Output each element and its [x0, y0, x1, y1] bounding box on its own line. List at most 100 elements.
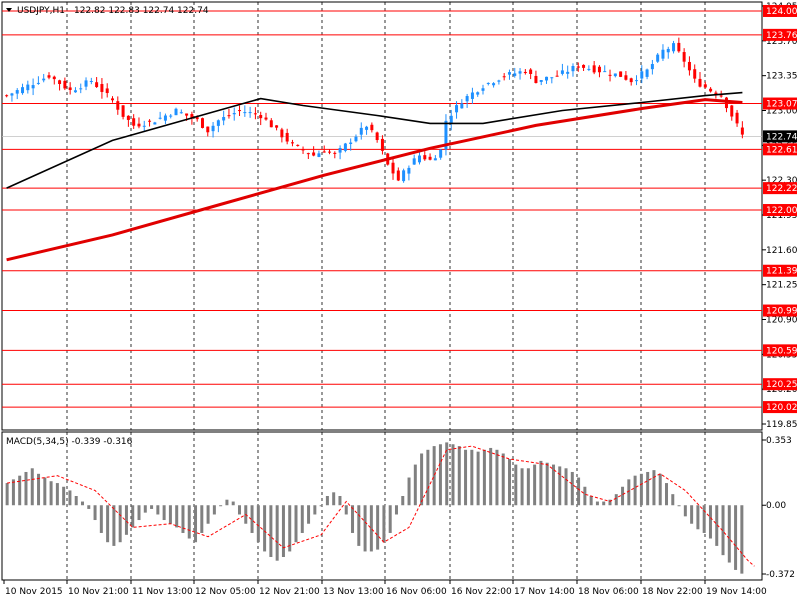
y-tick-label: 123.35	[766, 72, 798, 82]
candle-body	[269, 120, 273, 128]
macd-histogram-bar	[18, 475, 22, 506]
macd-histogram-bar	[30, 468, 34, 506]
candle-body	[5, 95, 9, 97]
candle-body	[391, 162, 395, 174]
candle-body	[730, 105, 734, 117]
macd-histogram-bar	[545, 462, 549, 506]
candle-body	[582, 64, 586, 68]
macd-histogram-bar	[24, 471, 28, 506]
level-tag	[763, 401, 797, 414]
macd-histogram-bar	[432, 446, 436, 506]
candle-body	[523, 71, 527, 74]
macd-histogram-bar	[489, 447, 493, 506]
macd-histogram-bar	[633, 475, 637, 506]
candle-body	[227, 115, 231, 117]
macd-y-tick-label: 0.00	[766, 501, 786, 511]
macd-histogram-bar	[55, 483, 59, 506]
candle-body	[84, 80, 88, 87]
candle-body	[465, 96, 469, 102]
macd-y-tick-label: 0.353	[766, 436, 792, 446]
candle-body	[428, 156, 432, 160]
candle-body	[132, 118, 136, 126]
macd-histogram-bar	[388, 505, 392, 533]
macd-histogram-bar	[200, 505, 204, 533]
macd-histogram-bar	[124, 505, 128, 535]
macd-histogram-bar	[68, 490, 72, 506]
macd-histogram-bar	[313, 505, 317, 515]
candle-body	[375, 132, 379, 141]
candle-body	[31, 85, 35, 89]
level-tag-label: 121.39	[766, 267, 798, 277]
current-price-tag	[763, 130, 797, 143]
macd-histogram-bar	[551, 464, 555, 506]
macd-histogram-bar	[533, 464, 537, 506]
candle-body	[36, 82, 40, 84]
macd-histogram-bar	[420, 453, 424, 506]
macd-histogram-bar	[332, 492, 336, 506]
macd-histogram-bar	[363, 505, 367, 552]
vertical-grid	[66, 2, 706, 580]
candle-body	[656, 54, 660, 62]
macd-histogram-bar	[307, 505, 311, 524]
candle-body	[529, 69, 533, 74]
x-tick-label: 12 Nov 05:00	[195, 587, 256, 597]
y-tick-label: 120.90	[766, 316, 798, 326]
macd-histogram-bar	[80, 501, 84, 506]
macd-histogram-bar	[106, 505, 110, 543]
candle-body	[296, 144, 300, 146]
candle-body	[714, 92, 718, 96]
macd-histogram-bar	[37, 473, 41, 506]
candle-body	[285, 132, 289, 142]
level-tag-label: 122.00	[766, 206, 798, 216]
macd-histogram-bar	[382, 505, 386, 543]
level-tag-label: 124.00	[766, 7, 798, 17]
candle-body	[216, 120, 220, 126]
candle-body	[666, 48, 670, 53]
macd-histogram-bar	[206, 505, 210, 524]
macd-histogram-bar	[734, 505, 738, 570]
candle-body	[338, 147, 342, 153]
candle-body	[439, 149, 443, 158]
candle-body	[343, 143, 347, 151]
macd-histogram-bar	[558, 466, 562, 506]
candle-body	[687, 61, 691, 71]
macd-histogram-bar	[357, 505, 361, 546]
candle-body	[417, 155, 421, 163]
candle-body	[280, 129, 284, 138]
candle-body	[52, 76, 56, 80]
macd-histogram-bar	[294, 505, 298, 543]
macd-histogram-bar	[727, 505, 731, 563]
level-tag	[763, 182, 797, 195]
macd-histogram-bar	[658, 473, 662, 506]
macd-histogram-bar	[49, 481, 53, 506]
macd-histogram-bar	[99, 505, 103, 533]
candle-body	[444, 120, 448, 150]
candle-body	[481, 88, 485, 91]
candle-body	[571, 66, 575, 72]
candle-body	[89, 81, 93, 83]
macd-histogram-bar	[696, 505, 700, 530]
macd-histogram-bar	[137, 505, 141, 521]
candle-body	[455, 105, 459, 113]
candle-body	[290, 142, 294, 144]
macd-histogram-bar	[250, 505, 254, 533]
candle-body	[735, 112, 739, 124]
macd-histogram-bar	[43, 477, 47, 506]
macd-histogram-bar	[194, 505, 198, 543]
candle-body	[169, 115, 173, 117]
dropdown-arrow-icon[interactable]	[6, 8, 12, 12]
macd-histogram-bar	[401, 496, 405, 506]
candle-body	[174, 108, 178, 116]
candle-body	[301, 149, 305, 151]
x-tick-label: 13 Nov 13:00	[323, 587, 384, 597]
candle-body	[693, 69, 697, 79]
moving-averages	[6, 91, 743, 262]
candle-body	[349, 142, 353, 144]
macd-axis: 0.353 0.00 -0.372	[762, 436, 795, 580]
candle-body	[634, 80, 638, 82]
candle-body	[476, 92, 480, 95]
level-tag	[763, 378, 797, 391]
macd-histogram-bar	[464, 449, 468, 506]
time-axis: 10 Nov 2015 10 Nov 21:00 11 Nov 13:00 12 No…	[3, 580, 767, 597]
candle-body	[740, 127, 744, 135]
